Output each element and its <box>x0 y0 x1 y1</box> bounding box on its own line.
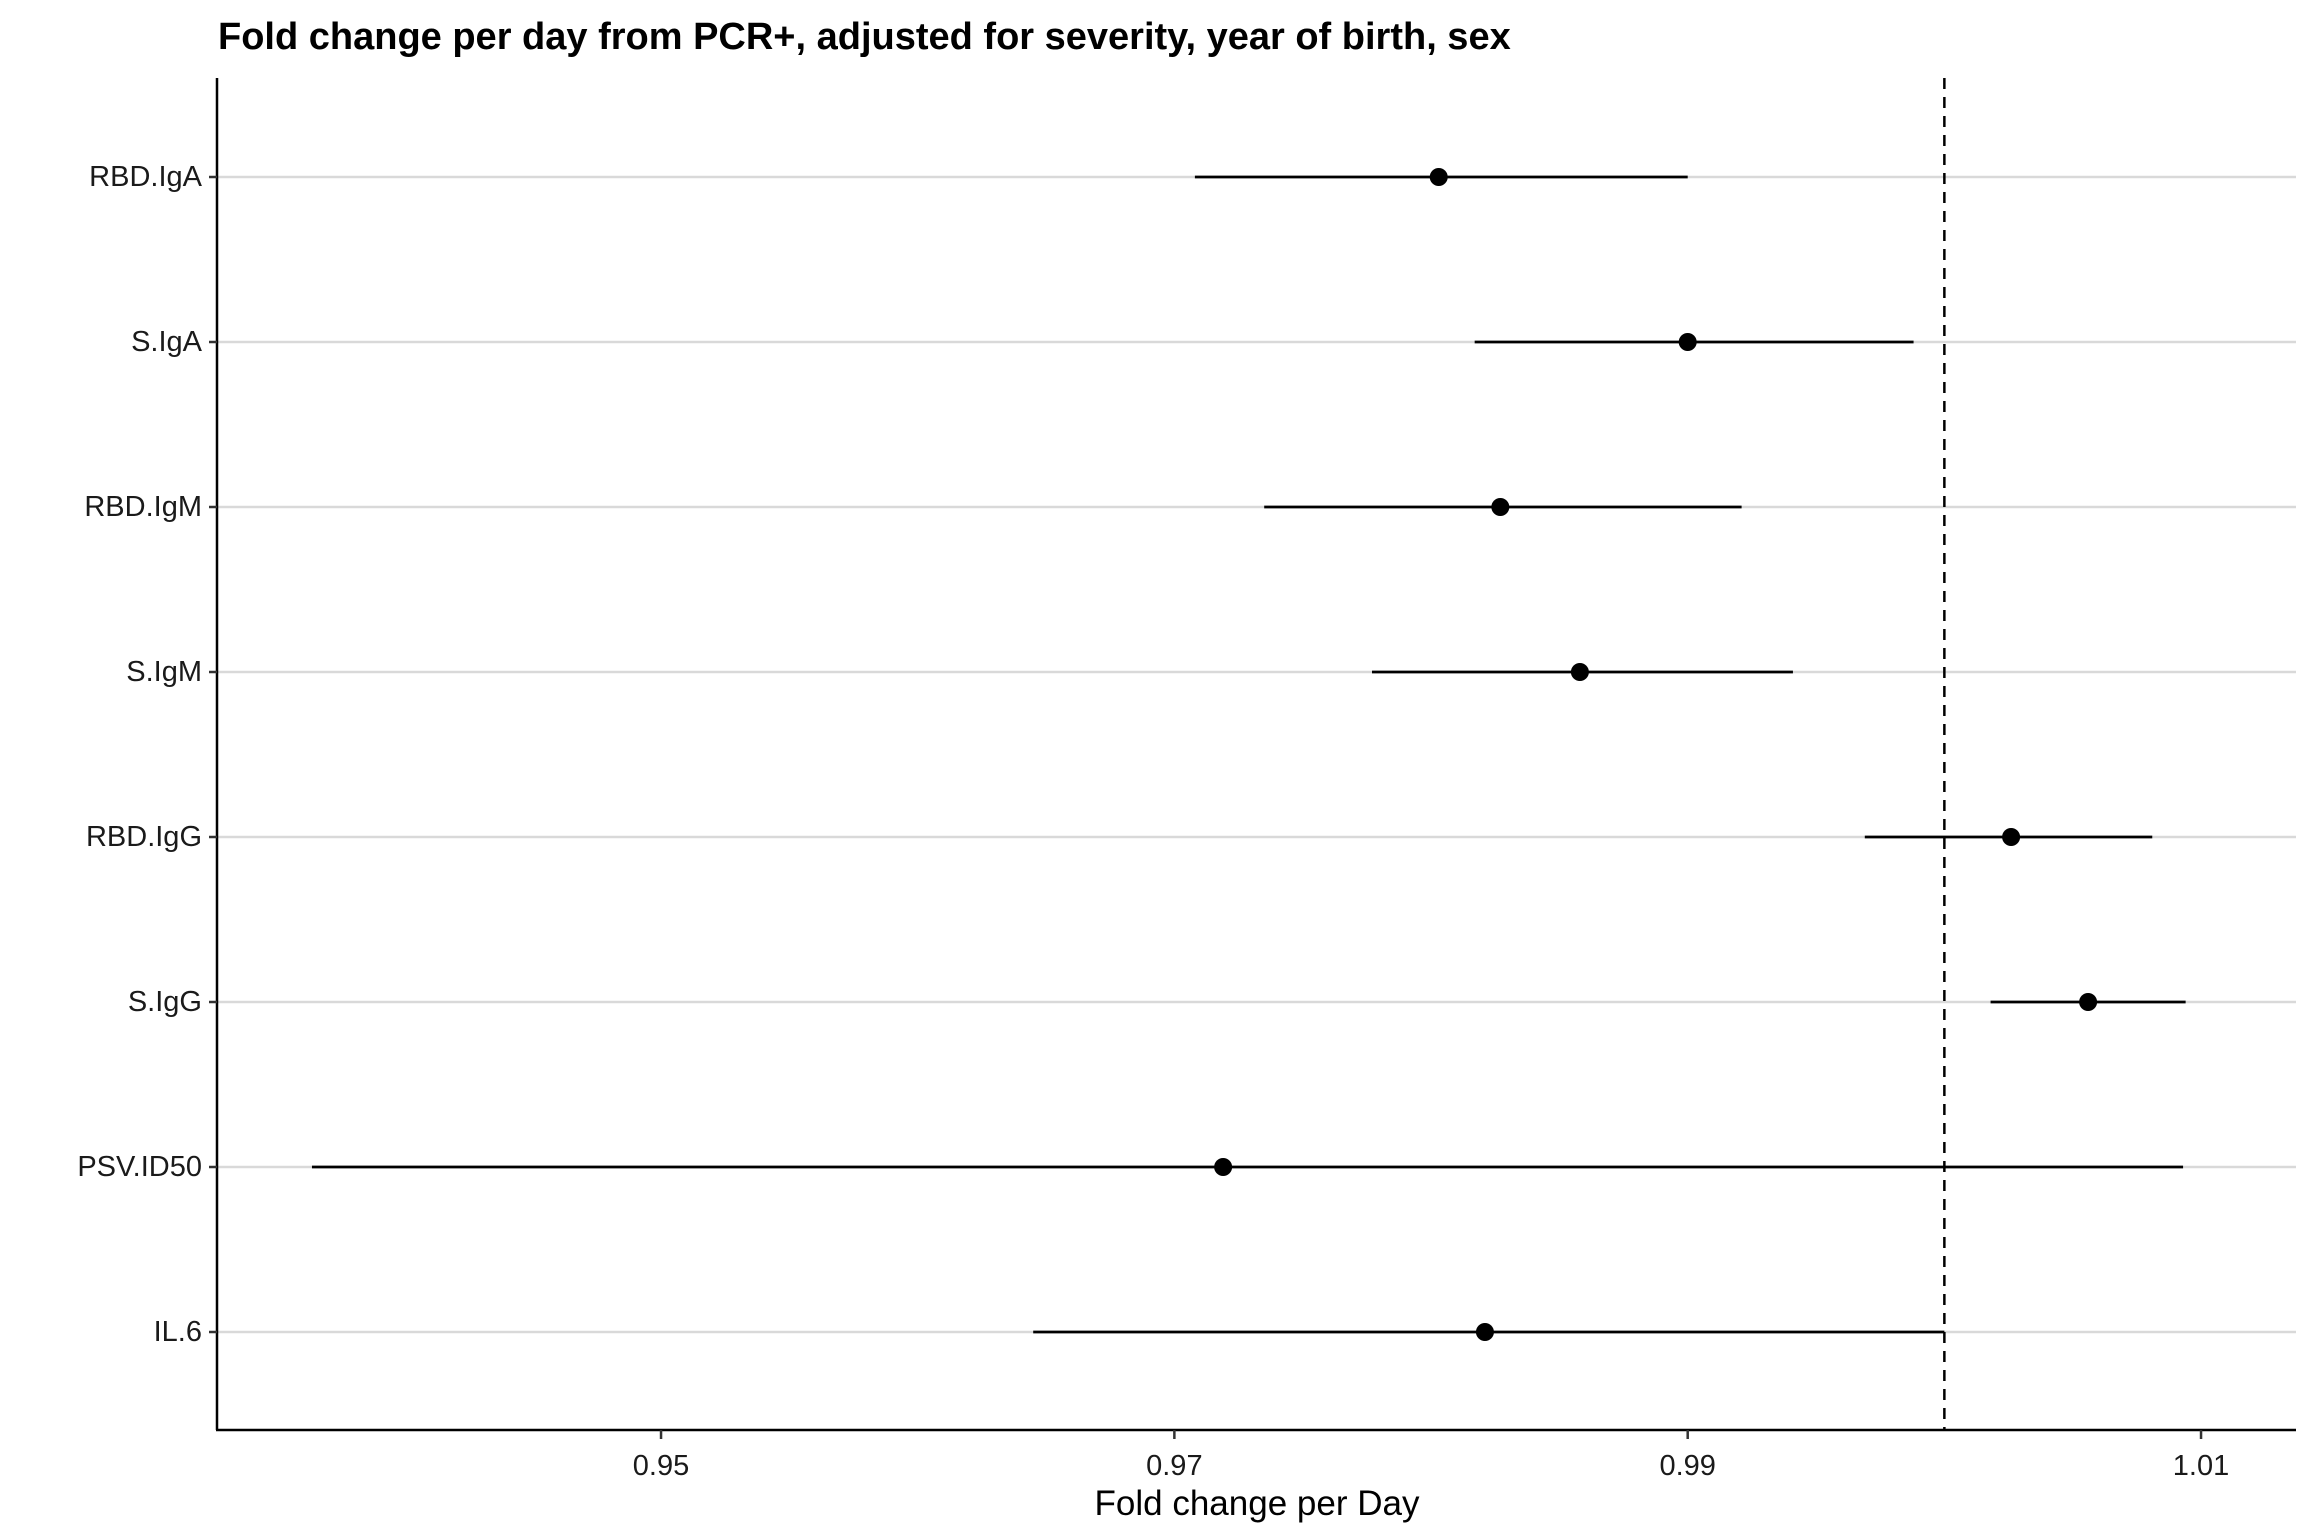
point-estimate <box>1475 1323 1494 1341</box>
point-estimates <box>1214 168 2098 1341</box>
y-tick-label: RBD.IgM <box>84 491 202 523</box>
confidence-intervals <box>311 175 2186 1334</box>
y-ticks: RBD.IgA S.IgA RBD.IgM S.IgM RBD.IgG S.IgG PSV.… <box>77 161 217 1348</box>
chart-title: Fold change per day from PCR+, adjusted … <box>218 16 1511 58</box>
point-estimate <box>1491 498 1510 516</box>
x-tick-label: 1.01 <box>2173 1450 2229 1482</box>
x-tick-label: 0.97 <box>1146 1450 1202 1482</box>
point-estimate <box>2079 993 2098 1011</box>
y-tick-label: RBD.IgG <box>86 821 202 853</box>
axes <box>215 78 2296 1432</box>
point-estimate <box>2002 828 2021 846</box>
x-tick-label: 0.95 <box>633 1450 689 1482</box>
point-estimate <box>1214 1158 1233 1176</box>
gridlines <box>217 175 2296 1334</box>
y-tick-label: S.IgG <box>128 986 202 1018</box>
y-tick-label: RBD.IgA <box>89 161 202 193</box>
y-tick-label: IL.6 <box>154 1316 202 1348</box>
x-tick-label: 0.99 <box>1659 1450 1715 1482</box>
point-estimate <box>1678 333 1697 351</box>
y-tick-label: PSV.ID50 <box>77 1151 202 1183</box>
x-axis-label: Fold change per Day <box>1095 1484 1420 1523</box>
y-tick-label: S.IgA <box>131 326 203 358</box>
point-estimate <box>1570 663 1589 681</box>
y-tick-label: S.IgM <box>126 656 202 688</box>
point-estimate <box>1429 168 1448 186</box>
x-ticks: 0.95 0.97 0.99 1.01 <box>633 1430 2229 1482</box>
